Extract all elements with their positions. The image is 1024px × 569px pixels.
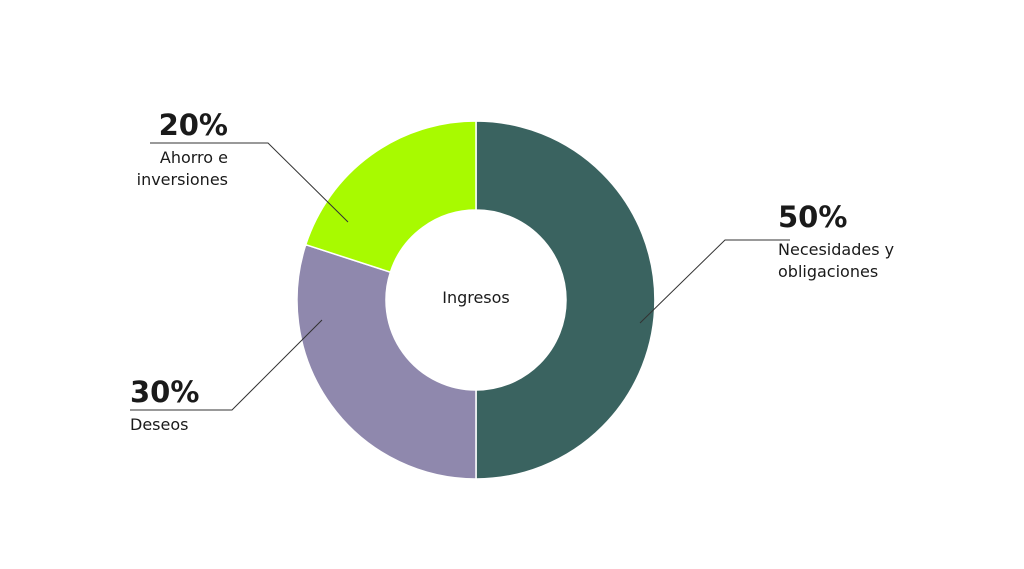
slice [296,243,477,480]
slice [475,120,656,480]
leader-line [639,239,790,324]
category-label: Ahorro e inversiones [136,148,228,189]
value-label: 20% [158,108,228,142]
center-label: Ingresos [442,288,510,307]
leader-line [150,142,349,223]
value-label: 50% [778,200,848,234]
category-label: Deseos [130,415,189,434]
donut [296,120,656,480]
slice [304,120,477,274]
value-label: 30% [130,375,200,409]
category-label: Necesidades y obligaciones [778,240,895,281]
leader-line [130,319,323,411]
